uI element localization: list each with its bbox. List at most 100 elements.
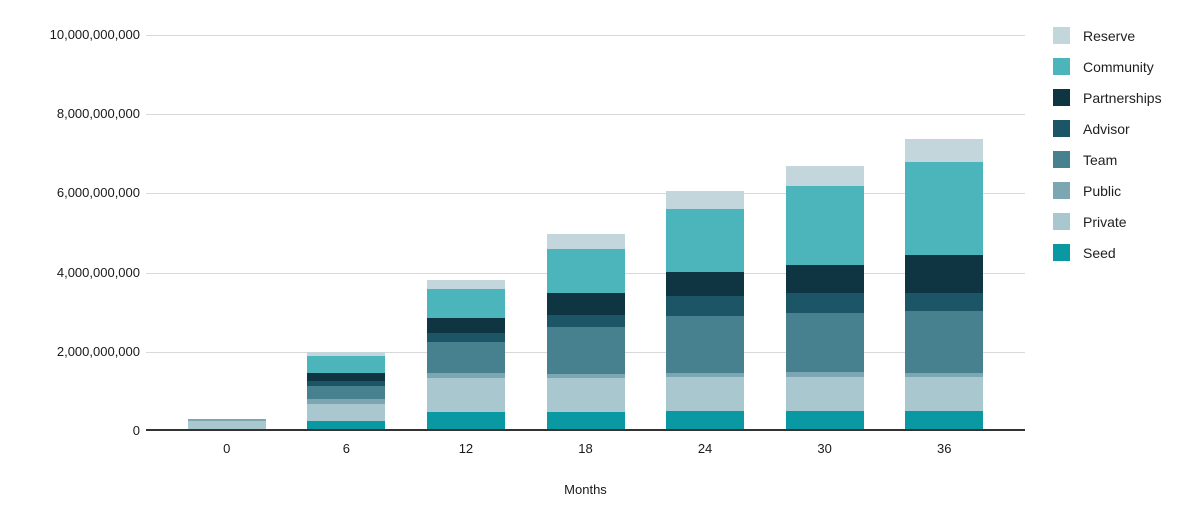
legend-swatch-public-icon [1053,182,1070,199]
legend-label: Reserve [1083,27,1136,44]
y-axis-tick-label: 6,000,000,000 [56,185,140,201]
bar-segment-private [546,377,625,413]
x-axis-tick-label: 0 [223,441,231,456]
bar-segment-private [666,376,745,412]
bar-segment-private [905,376,984,412]
legend-label: Advisor [1083,120,1130,137]
y-axis-tick-label: 4,000,000,000 [56,264,140,280]
legend-item-public: Public [1053,182,1162,199]
x-axis-line [146,429,1025,431]
x-axis-tick-label: 12 [458,441,474,456]
bar-segment-team [426,342,505,373]
bar-month-0 [187,419,266,431]
bar-segment-community [426,289,505,318]
legend-swatch-team-icon [1053,151,1070,168]
bar-segment-team [785,313,864,372]
bar-month-18 [546,234,625,431]
x-axis-tick-label: 36 [936,441,952,456]
legend-swatch-advisor-icon [1053,120,1070,137]
legend-swatch-partnerships-icon [1053,89,1070,106]
plot-area [146,35,1025,431]
bar-segment-advisor [307,380,386,386]
bar-segment-reserve [785,165,864,186]
legend-label: Public [1083,182,1122,199]
y-axis-tick-label: 10,000,000,000 [49,27,140,42]
legend-item-partnerships: Partnerships [1053,89,1162,106]
x-axis-title: Months [564,482,607,497]
legend-item-seed: Seed [1053,244,1162,261]
bar-segment-public [187,419,266,422]
bar-segment-seed [307,421,386,431]
legend: Reserve Community Partnerships Advisor Team P… [1053,27,1162,275]
bar-segment-partnerships [785,265,864,294]
bar-segment-partnerships [307,372,386,381]
bar-segment-public [905,372,984,377]
bar-segment-public [785,371,864,377]
gridline [146,35,1025,36]
gridline [146,114,1025,116]
legend-swatch-private-icon [1053,213,1070,230]
bar-segment-team [666,316,745,373]
bar-segment-partnerships [546,293,625,316]
bar-segment-partnerships [666,271,745,297]
bar-month-36 [905,138,984,431]
x-axis-tick-label: 18 [578,441,593,456]
bar-segment-advisor [546,315,625,328]
bar-segment-reserve [307,351,386,356]
bar-segment-advisor [785,293,864,314]
legend-item-community: Community [1053,58,1162,75]
gridline [146,193,1025,195]
bar-segment-public [426,372,505,378]
bar-month-12 [426,280,505,431]
y-axis-labels: 10,000,000,000 8,000,000,000 6,000,000,000… [0,0,140,526]
bar-segment-advisor [426,332,505,343]
bar-segment-reserve [546,234,625,249]
bar-segment-seed [905,411,984,431]
legend-item-team: Team [1053,151,1162,168]
bar-segment-seed [666,411,745,431]
bar-segment-community [905,161,984,256]
x-axis-tick-label: 30 [817,441,832,456]
bar-segment-team [307,385,386,399]
bar-segment-private [307,404,386,422]
x-axis-tick-label: 6 [342,441,350,456]
legend-item-private: Private [1053,213,1162,230]
legend-swatch-seed-icon [1053,244,1070,261]
legend-label: Community [1083,58,1154,75]
y-axis-tick-label: 2,000,000,000 [56,343,140,359]
bar-segment-private [187,421,266,431]
legend-item-advisor: Advisor [1053,120,1162,137]
bar-segment-partnerships [426,318,505,333]
bar-segment-public [546,373,625,378]
x-axis-tick-label: 24 [697,441,713,456]
legend-label: Seed [1083,244,1116,261]
bar-segment-community [785,185,864,266]
bar-segment-private [785,376,864,412]
legend-label: Private [1083,213,1127,230]
legend-label: Team [1083,151,1118,168]
bar-segment-private [426,377,505,413]
bar-segment-community [307,355,386,373]
bar-segment-public [666,372,745,377]
bar-segment-community [666,209,745,272]
bar-segment-team [546,327,625,374]
legend-swatch-community-icon [1053,58,1070,75]
legend-item-reserve: Reserve [1053,27,1162,44]
bar-segment-seed [426,412,505,431]
bar-segment-advisor [905,293,984,312]
y-axis-tick-label: 0 [132,423,140,438]
bar-segment-advisor [666,296,745,317]
bar-segment-public [307,398,386,405]
bar-month-30 [785,165,864,431]
bar-segment-community [546,248,625,294]
legend-swatch-reserve-icon [1053,27,1070,44]
bar-segment-reserve [666,190,745,210]
bar-segment-partnerships [905,255,984,294]
bar-segment-reserve [905,138,984,162]
bar-segment-team [905,311,984,373]
y-axis-tick-label: 8,000,000,000 [56,106,140,122]
bar-month-24 [666,190,745,431]
bar-segment-seed [546,412,625,431]
bar-month-6 [307,351,386,431]
